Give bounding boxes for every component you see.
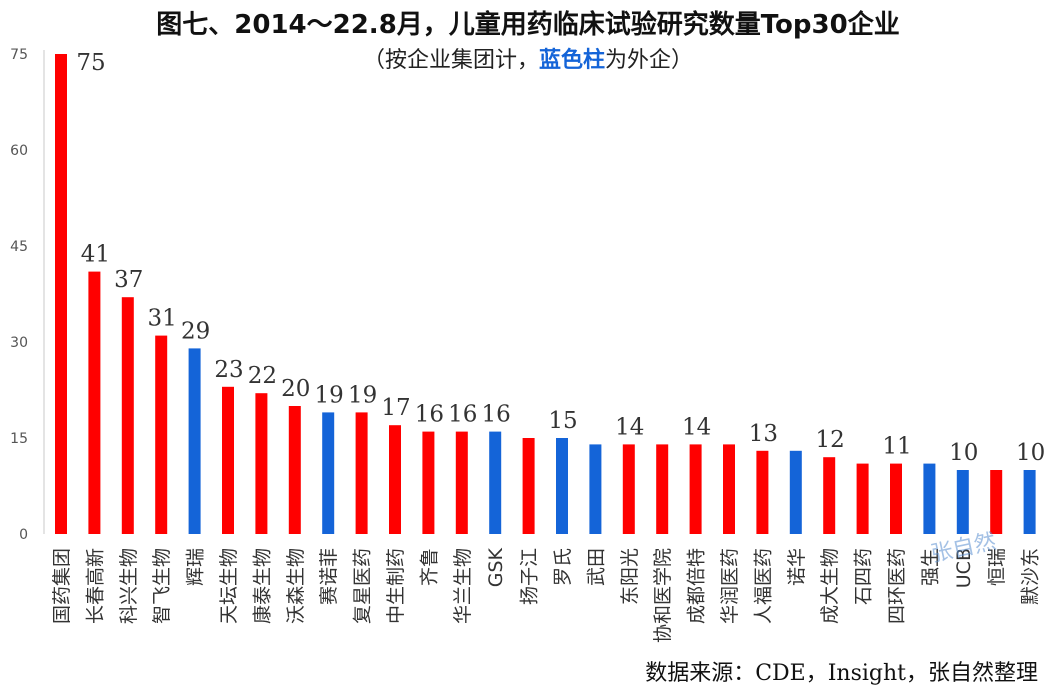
chart-subtitle: （按企业集团计，蓝色柱为外企） xyxy=(0,42,1056,74)
category-label: 康泰生物 xyxy=(251,548,273,624)
data-label: 14 xyxy=(615,414,644,440)
data-label: 20 xyxy=(281,376,310,402)
data-label: 29 xyxy=(181,318,210,344)
data-label: 23 xyxy=(214,357,243,383)
bar xyxy=(656,444,669,534)
bar xyxy=(121,297,134,534)
bar xyxy=(990,470,1003,534)
bar xyxy=(789,450,802,534)
category-label: 智飞生物 xyxy=(151,548,173,624)
category-label: 扬子江 xyxy=(519,548,541,605)
category-label: 科兴生物 xyxy=(118,548,140,624)
bar xyxy=(222,386,234,534)
y-tick-label: 30 xyxy=(10,335,28,351)
bar xyxy=(723,444,735,534)
bar xyxy=(422,431,435,534)
category-label: 华兰生物 xyxy=(452,548,474,624)
bar xyxy=(689,444,702,534)
data-label: 10 xyxy=(1016,440,1045,466)
subtitle-highlight: 蓝色柱 xyxy=(538,48,605,73)
y-tick-label: 75 xyxy=(10,47,28,63)
category-label: 国药集团 xyxy=(51,548,73,624)
category-label: 罗氏 xyxy=(552,548,574,586)
bar xyxy=(155,335,168,534)
data-label: 14 xyxy=(682,414,711,440)
bar xyxy=(923,463,936,534)
y-tick-label: 0 xyxy=(19,527,28,543)
category-label: 武田 xyxy=(585,548,607,586)
bar xyxy=(956,470,969,534)
bar xyxy=(88,271,101,534)
data-label: 13 xyxy=(749,421,778,447)
data-label: 10 xyxy=(949,440,978,466)
category-label: 人福医药 xyxy=(752,548,774,624)
bar xyxy=(489,431,502,534)
bar xyxy=(322,412,335,534)
category-label: 复星医药 xyxy=(352,548,374,624)
bar xyxy=(856,463,869,534)
data-label: 16 xyxy=(448,402,477,428)
bar xyxy=(455,431,468,534)
subtitle-text: （按企业集团计， xyxy=(362,48,539,73)
category-label: 齐鲁 xyxy=(418,548,440,586)
category-label: 赛诺菲 xyxy=(318,548,340,605)
bar xyxy=(355,412,368,534)
bar xyxy=(1023,470,1036,534)
bar xyxy=(522,438,535,534)
category-label: 华润医药 xyxy=(719,548,741,624)
category-label: UCB xyxy=(953,548,975,588)
category-label: 天坛生物 xyxy=(218,548,240,624)
category-label: 默沙东 xyxy=(1020,548,1042,605)
data-label: 19 xyxy=(348,382,377,408)
bar xyxy=(890,463,902,534)
category-label: 成大生物 xyxy=(819,548,841,624)
bar xyxy=(288,406,301,534)
bar xyxy=(188,348,201,534)
bar xyxy=(556,438,568,534)
data-label: 17 xyxy=(381,395,410,421)
bar xyxy=(622,444,635,534)
category-label: 沃森生物 xyxy=(285,548,307,624)
category-label: 强生 xyxy=(919,548,941,586)
category-label: 诺华 xyxy=(786,548,808,586)
data-label: 16 xyxy=(415,402,444,428)
data-label: 37 xyxy=(114,267,143,293)
data-label: 19 xyxy=(315,382,344,408)
y-tick-label: 60 xyxy=(10,143,28,159)
data-label: 22 xyxy=(248,363,277,389)
bar xyxy=(255,393,268,534)
data-label: 15 xyxy=(548,408,577,434)
bar xyxy=(823,457,836,534)
data-label: 75 xyxy=(76,50,105,76)
category-label: 辉瑞 xyxy=(185,548,207,586)
bar xyxy=(589,444,602,534)
data-label: 16 xyxy=(482,402,511,428)
category-label: 恒瑞 xyxy=(986,548,1008,586)
category-label: 石四药 xyxy=(853,548,875,605)
data-label: 12 xyxy=(816,427,845,453)
data-label: 31 xyxy=(148,306,177,332)
source-note: 数据来源：CDE，Insight，张自然整理 xyxy=(645,661,1038,686)
category-label: 成都倍特 xyxy=(686,548,708,624)
bar xyxy=(756,450,769,534)
category-label: 中生制药 xyxy=(385,548,407,624)
subtitle-text-end: 为外企） xyxy=(605,48,694,73)
bar xyxy=(55,54,67,534)
data-label: 41 xyxy=(81,242,110,268)
y-tick-label: 45 xyxy=(10,239,28,255)
bar xyxy=(389,425,401,534)
y-tick-label: 15 xyxy=(10,431,28,447)
category-label: 长春高新 xyxy=(84,548,106,624)
category-label: 协和医学院 xyxy=(652,548,674,643)
category-label: 四环医药 xyxy=(886,548,908,624)
category-label: 东阳光 xyxy=(619,548,641,605)
category-label: GSK xyxy=(485,547,507,587)
chart-title: 图七、2014～22.8月，儿童用药临床试验研究数量Top30企业 xyxy=(156,10,900,40)
data-label: 11 xyxy=(882,434,911,460)
